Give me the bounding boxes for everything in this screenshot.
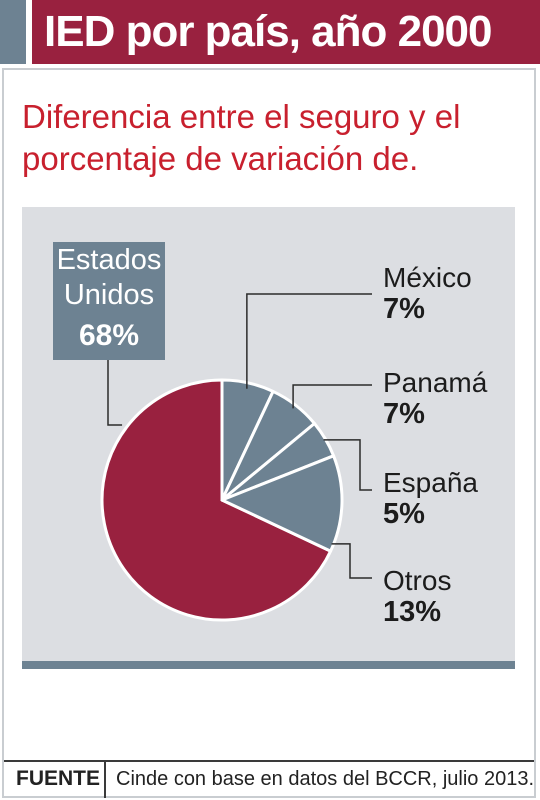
leader-estados-unidos <box>107 360 123 426</box>
label-otros-name: Otros <box>383 565 452 596</box>
chart-bottom-rule <box>22 661 515 669</box>
label-espana-value: 5% <box>383 498 425 530</box>
label-panama: Panamá 7% <box>383 367 488 431</box>
label-estados-unidos-value: 68% <box>78 319 140 352</box>
source-tag: FUENTE <box>16 767 100 790</box>
label-mexico-value: 7% <box>383 293 425 325</box>
source-footer: FUENTE Cinde con base en datos del BCCR,… <box>4 760 534 798</box>
leader-espana <box>323 439 372 491</box>
source-text: Cinde con base en datos del BCCR, julio … <box>116 768 535 790</box>
label-panama-value: 7% <box>383 398 425 430</box>
subtitle-line-1: Diferencia entre el seguro y el <box>22 98 461 135</box>
source-divider <box>104 762 106 798</box>
label-mexico: México 7% <box>383 262 472 326</box>
title-bar: IED por país, año 2000 <box>32 0 540 64</box>
leader-panama <box>292 384 372 409</box>
label-mexico-name: México <box>383 262 472 293</box>
pie-slice-otros <box>220 454 344 553</box>
label-estados-unidos-line-2: Unidos <box>63 279 155 311</box>
label-otros: Otros 13% <box>383 565 452 629</box>
chart-title: IED por país, año 2000 <box>44 7 492 56</box>
label-panama-name: Panamá <box>383 367 488 398</box>
pie-slice-estados-unidos <box>100 378 333 622</box>
label-estados-unidos: Estados Unidos 68% <box>53 242 165 360</box>
chart-subtitle: Diferencia entre el seguro y el porcenta… <box>22 96 527 180</box>
leader-otros <box>331 543 372 579</box>
title-accent-block <box>0 0 26 64</box>
label-otros-value: 13% <box>383 596 442 628</box>
label-espana: España 5% <box>383 467 478 531</box>
label-espana-name: España <box>383 467 478 498</box>
leader-mexico <box>246 293 372 389</box>
subtitle-line-2: porcentaje de variación de. <box>22 140 419 177</box>
label-estados-unidos-line-1: Estados <box>56 244 162 276</box>
